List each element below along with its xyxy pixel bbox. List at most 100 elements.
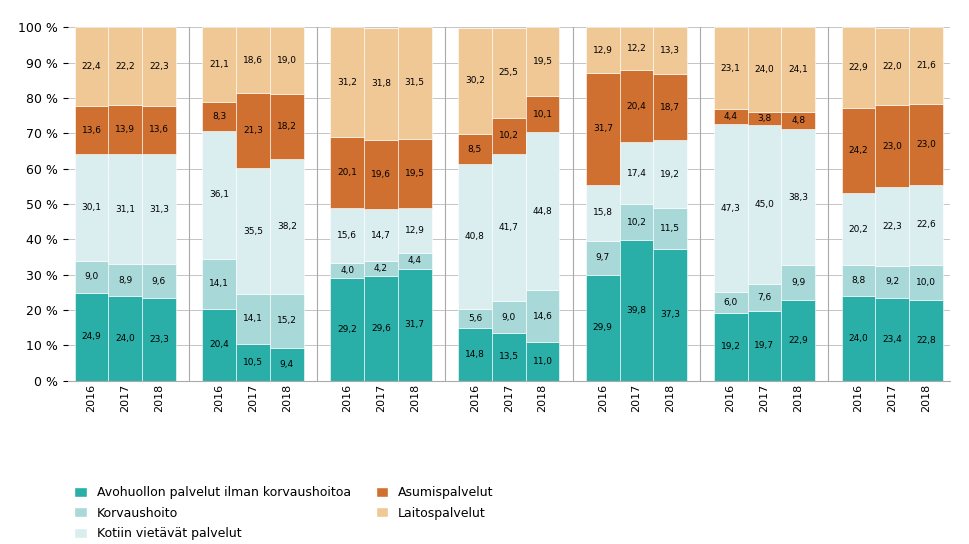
Text: 23,0: 23,0 (916, 140, 936, 149)
Bar (525, 27, 559, 96)
Bar (142, 154, 176, 264)
Text: 12,2: 12,2 (627, 44, 646, 53)
Text: 15,2: 15,2 (277, 316, 297, 325)
Text: 14,6: 14,6 (533, 312, 552, 320)
Text: 8,3: 8,3 (212, 112, 227, 121)
Bar (525, 96, 559, 132)
Text: 31,2: 31,2 (337, 77, 357, 86)
Legend: Avohuollon palvelut ilman korvaushoitoa, Korvaushoito, Kotiin vietävät palvelut,: Avohuollon palvelut ilman korvaushoitoa,… (74, 486, 493, 540)
Bar (492, 154, 525, 301)
Text: 14,1: 14,1 (243, 314, 263, 323)
Text: 29,6: 29,6 (371, 324, 391, 333)
Bar (841, 265, 875, 296)
Text: 24,2: 24,2 (849, 146, 868, 155)
Bar (714, 292, 747, 313)
Text: 22,0: 22,0 (883, 62, 902, 71)
Bar (270, 27, 303, 95)
Bar (841, 108, 875, 194)
Text: 19,2: 19,2 (661, 170, 680, 179)
Text: 13,9: 13,9 (115, 126, 136, 134)
Text: 13,5: 13,5 (499, 353, 518, 361)
Text: 19,5: 19,5 (533, 57, 552, 66)
Text: 9,0: 9,0 (84, 273, 99, 281)
Bar (781, 300, 815, 381)
Bar (781, 27, 815, 113)
Bar (236, 344, 270, 381)
Text: 22,3: 22,3 (149, 62, 169, 71)
Bar (619, 143, 653, 204)
Bar (398, 27, 431, 139)
Bar (458, 164, 492, 308)
Bar (586, 185, 619, 241)
Text: 31,7: 31,7 (405, 320, 424, 329)
Text: 10,5: 10,5 (243, 358, 263, 367)
Text: 10,1: 10,1 (533, 109, 552, 119)
Text: 18,6: 18,6 (243, 55, 263, 65)
Text: 24,1: 24,1 (788, 65, 808, 75)
Text: 30,2: 30,2 (465, 77, 484, 85)
Bar (142, 299, 176, 381)
Bar (270, 294, 303, 348)
Bar (747, 311, 781, 381)
Text: 31,8: 31,8 (371, 79, 391, 88)
Text: 5,6: 5,6 (468, 314, 483, 323)
Bar (364, 209, 398, 261)
Text: 9,6: 9,6 (152, 277, 166, 286)
Text: 31,5: 31,5 (405, 78, 424, 88)
Bar (619, 70, 653, 143)
Bar (75, 293, 109, 381)
Bar (75, 154, 109, 261)
Bar (236, 93, 270, 168)
Bar (653, 249, 687, 381)
Bar (653, 208, 687, 249)
Text: 29,2: 29,2 (337, 325, 357, 333)
Text: 20,4: 20,4 (627, 102, 646, 111)
Text: 13,6: 13,6 (81, 126, 102, 135)
Text: 14,7: 14,7 (371, 231, 391, 240)
Text: 24,9: 24,9 (81, 332, 102, 341)
Bar (653, 74, 687, 140)
Bar (203, 27, 236, 102)
Bar (203, 131, 236, 259)
Text: 19,7: 19,7 (755, 342, 774, 350)
Text: 22,4: 22,4 (81, 63, 102, 71)
Text: 31,3: 31,3 (149, 205, 169, 214)
Bar (586, 241, 619, 275)
Text: 23,1: 23,1 (721, 64, 740, 72)
Bar (619, 240, 653, 381)
Text: 19,5: 19,5 (405, 169, 424, 177)
Bar (398, 269, 431, 381)
Bar (586, 27, 619, 73)
Bar (586, 275, 619, 381)
Text: 9,7: 9,7 (596, 254, 610, 262)
Text: 11,5: 11,5 (660, 224, 680, 233)
Text: 40,8: 40,8 (465, 232, 484, 241)
Text: 47,3: 47,3 (721, 203, 740, 213)
Text: 21,6: 21,6 (916, 61, 936, 70)
Bar (75, 107, 109, 154)
Bar (109, 27, 142, 106)
Bar (714, 125, 747, 292)
Text: 22,3: 22,3 (883, 221, 902, 231)
Bar (109, 264, 142, 296)
Text: 21,1: 21,1 (209, 60, 230, 69)
Bar (458, 329, 492, 381)
Text: 37,3: 37,3 (660, 311, 680, 319)
Bar (909, 265, 943, 300)
Bar (714, 27, 747, 109)
Text: 10,2: 10,2 (627, 218, 646, 226)
Text: 3,8: 3,8 (757, 114, 771, 123)
Text: 22,6: 22,6 (916, 220, 936, 230)
Bar (586, 73, 619, 185)
Bar (653, 27, 687, 74)
Text: 15,8: 15,8 (593, 208, 612, 218)
Bar (398, 139, 431, 208)
Bar (492, 118, 525, 154)
Text: 24,0: 24,0 (849, 334, 868, 343)
Text: 4,0: 4,0 (340, 266, 355, 275)
Text: 13,3: 13,3 (660, 46, 680, 55)
Text: 35,5: 35,5 (243, 226, 263, 236)
Text: 36,1: 36,1 (209, 190, 230, 200)
Text: 23,0: 23,0 (883, 141, 902, 151)
Bar (364, 276, 398, 381)
